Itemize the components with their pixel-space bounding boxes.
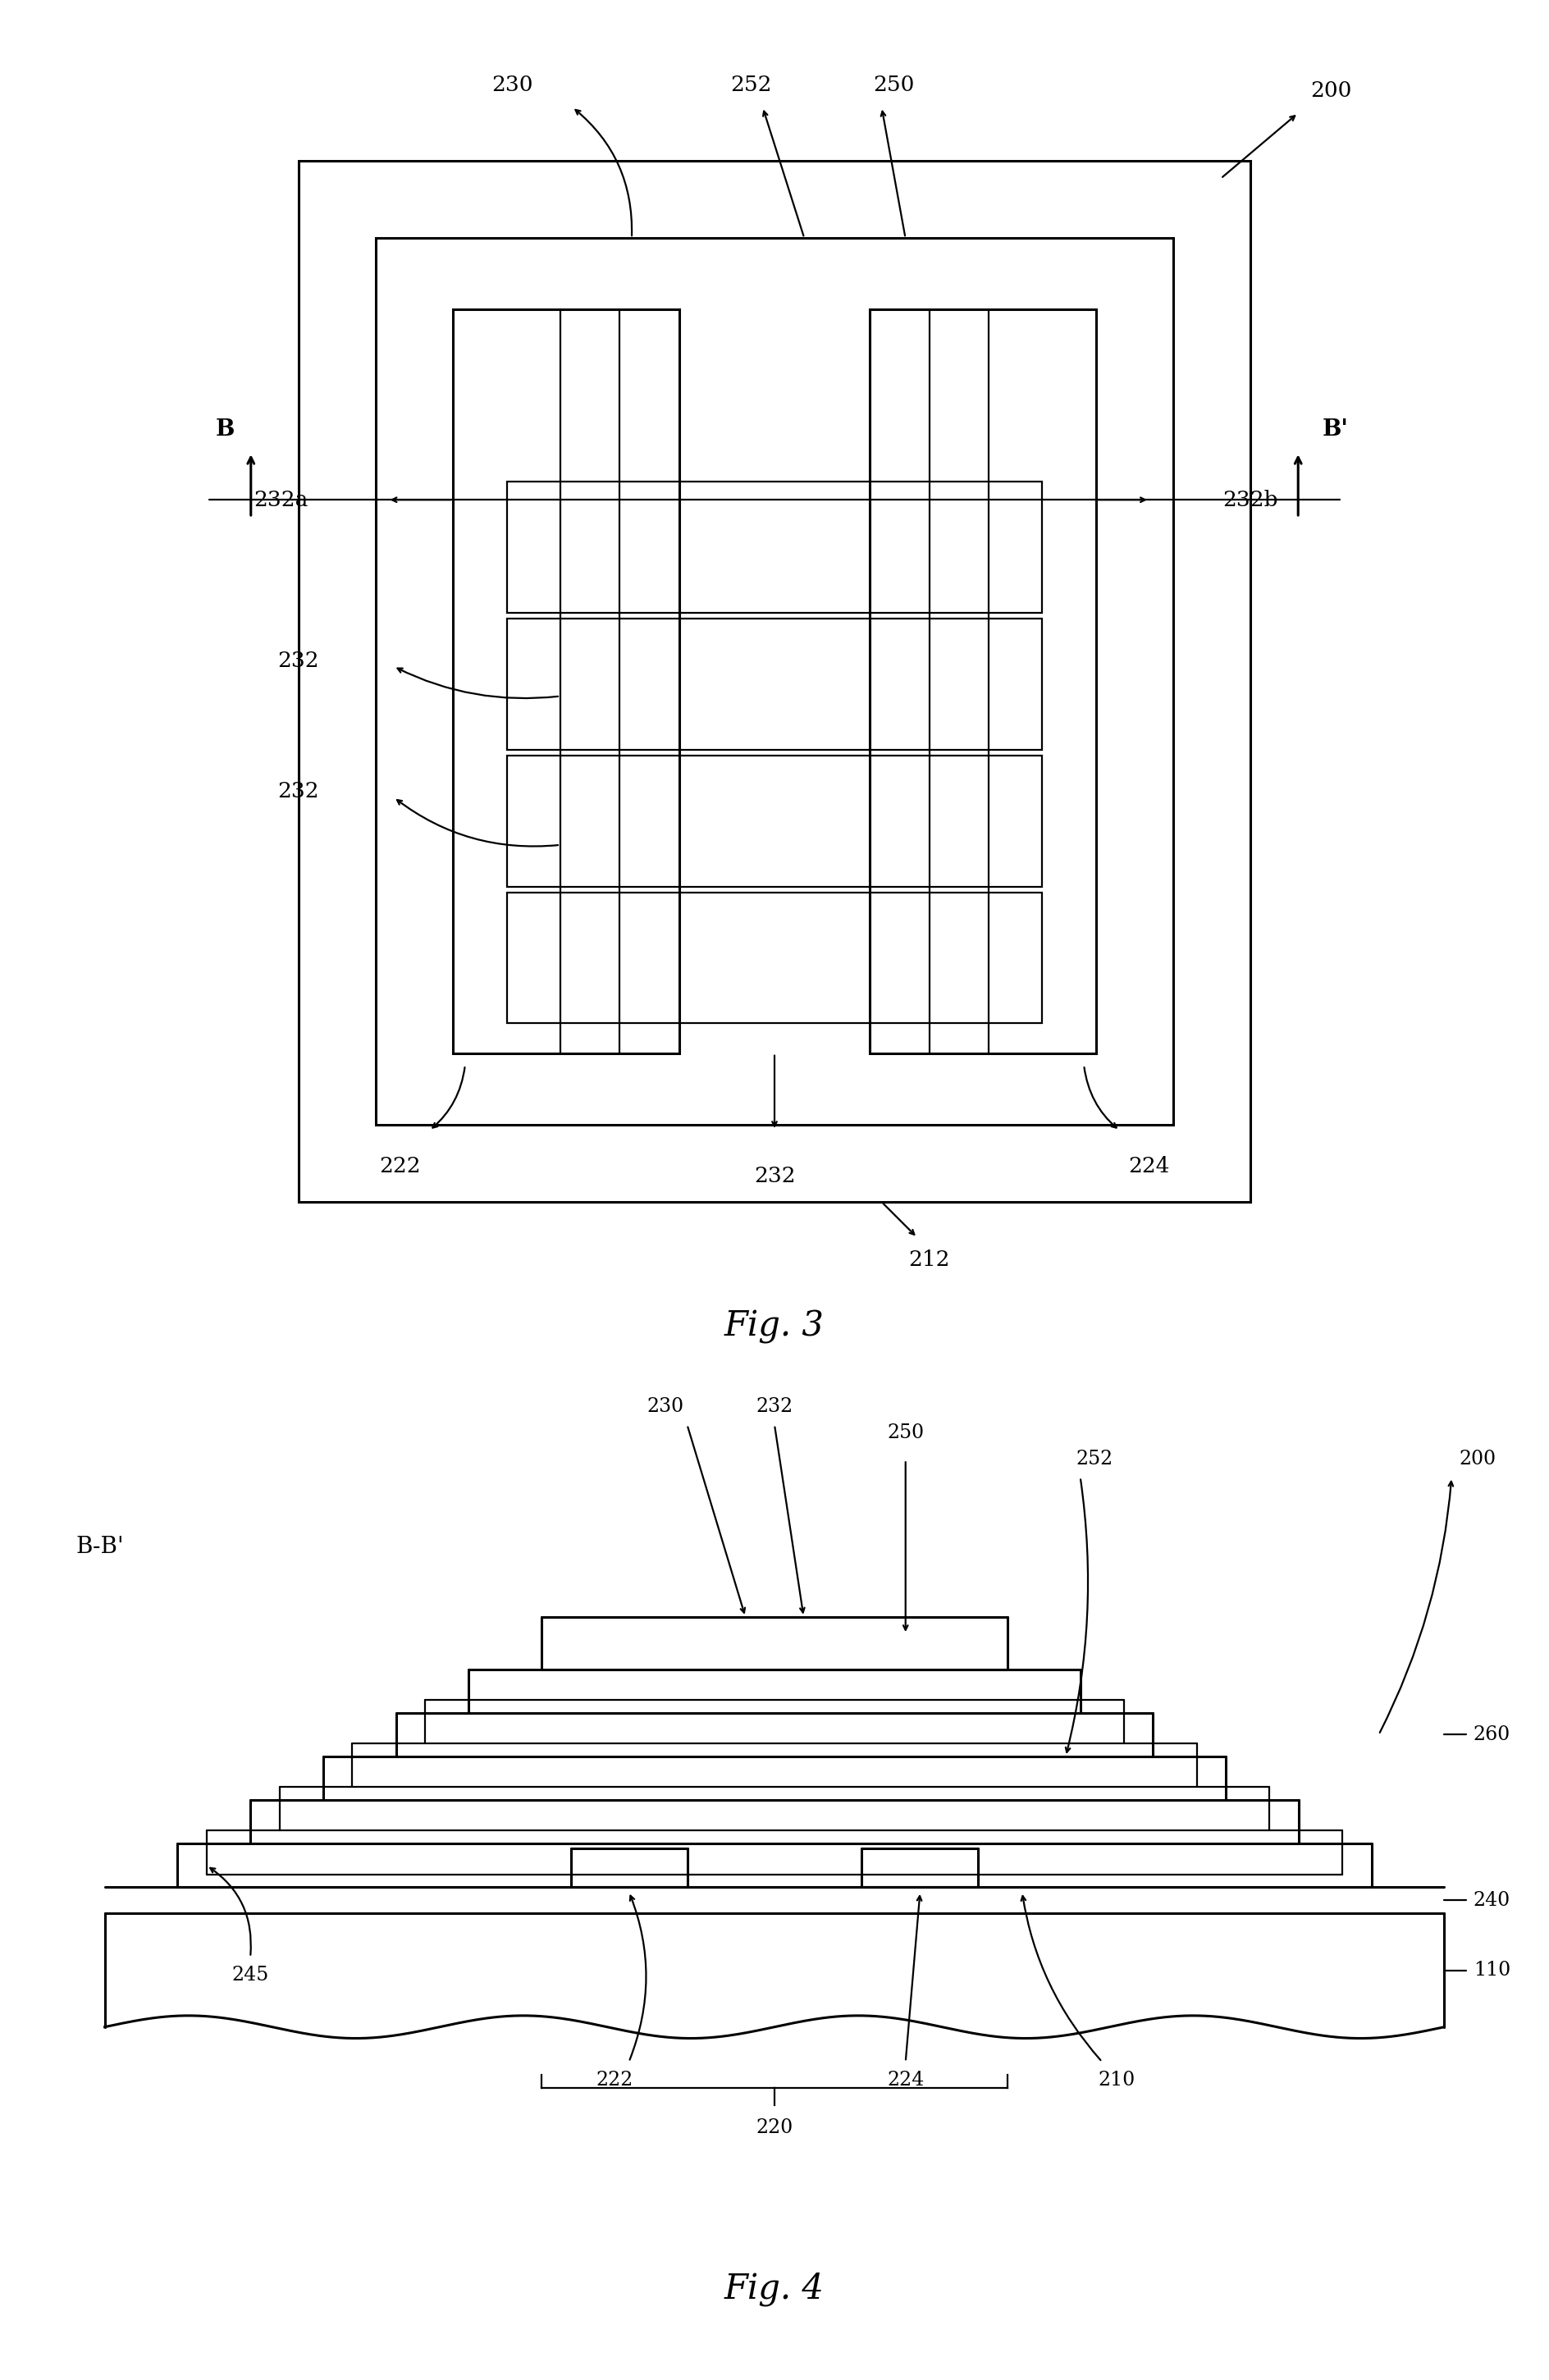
Text: Fig. 4: Fig. 4 [725,2273,824,2306]
Text: 200: 200 [1459,1449,1496,1468]
Bar [376,238,1173,1126]
Bar [454,309,680,1052]
Bar [869,309,1095,1052]
Text: 224: 224 [888,2071,925,2090]
Text: B: B [215,419,234,440]
Text: 200: 200 [1310,81,1351,102]
Text: 232: 232 [756,1397,793,1416]
Text: 232: 232 [277,781,319,802]
Text: 224: 224 [1129,1157,1169,1176]
Text: 232: 232 [277,650,319,671]
Bar [507,619,1042,750]
Text: B-B': B-B' [76,1535,124,1559]
Text: 230: 230 [647,1397,683,1416]
Text: 222: 222 [380,1157,420,1176]
Text: 260: 260 [1473,1726,1510,1745]
Text: 250: 250 [872,74,914,95]
Text: Fig. 3: Fig. 3 [725,1309,824,1342]
Text: 252: 252 [730,74,771,95]
Bar [507,754,1042,885]
Text: 245: 245 [232,1966,270,1985]
Text: 252: 252 [1077,1449,1114,1468]
Text: 232a: 232a [254,490,308,509]
Text: 232b: 232b [1222,490,1278,509]
Text: 220: 220 [756,2118,793,2137]
Text: 250: 250 [888,1423,925,1442]
Text: 212: 212 [909,1250,950,1271]
Text: 222: 222 [596,2071,634,2090]
Text: B': B' [1321,419,1348,440]
Bar [299,162,1250,1202]
Bar [507,483,1042,614]
Text: 210: 210 [1098,2071,1135,2090]
Bar [507,892,1042,1023]
Text: 230: 230 [493,74,533,95]
Text: 232: 232 [754,1166,795,1188]
Text: 240: 240 [1473,1892,1510,1909]
Text: 110: 110 [1473,1961,1510,1980]
